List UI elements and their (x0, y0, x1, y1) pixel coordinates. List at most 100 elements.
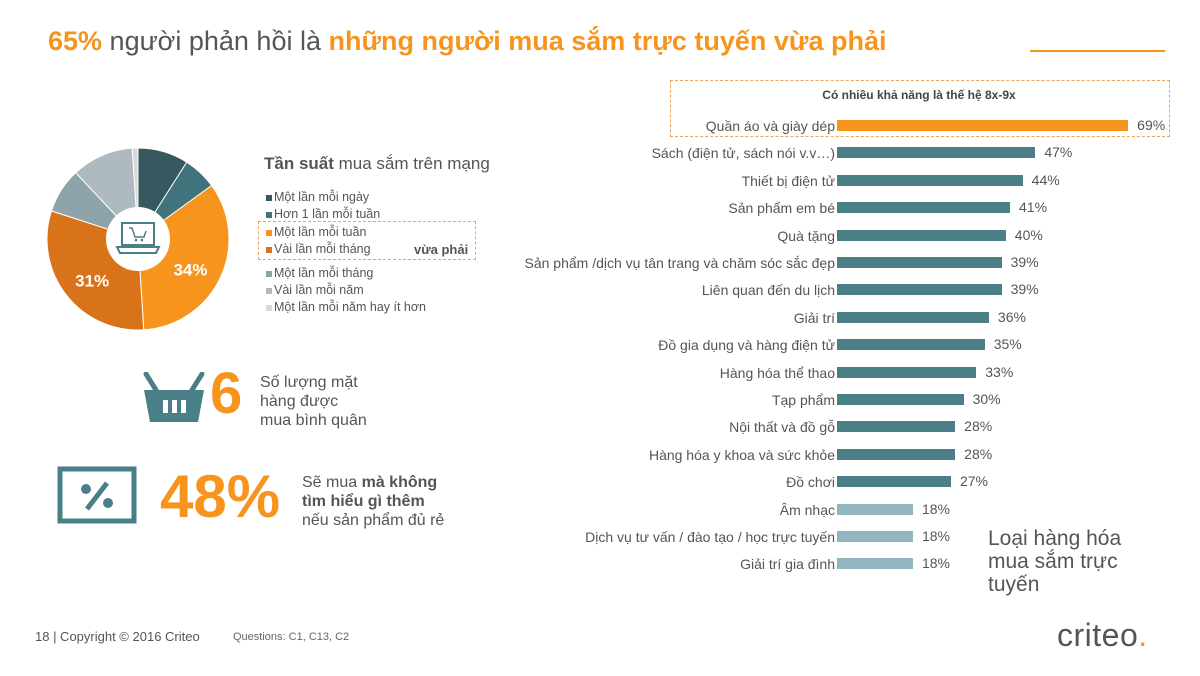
no-research-value: 48% (160, 463, 281, 530)
no-research-post: nếu sản phẩm đủ rẻ (302, 512, 445, 529)
bar-value-label: 36% (997, 308, 1026, 325)
bar (837, 120, 1129, 131)
bar-category-label: Sản phẩm em bé (728, 200, 835, 217)
bar-category-label: Đồ chơi (786, 474, 835, 491)
bar-value-label: 40% (1014, 226, 1043, 243)
bar-category-label: Giải trí gia đình (740, 556, 835, 573)
footer-questions: Questions: C1, C13, C2 (233, 631, 350, 643)
bar (837, 476, 951, 488)
bar-title-line: mua sắm trực (988, 550, 1118, 573)
moderate-highlight-box (258, 221, 476, 260)
bar-value-label: 39% (1010, 281, 1039, 298)
bar-value-label: 39% (1010, 254, 1039, 270)
legend-item: Vài lần mỗi tháng (266, 242, 371, 256)
bar (837, 531, 913, 542)
bar-category-label: Quần áo và giày dép (705, 118, 835, 134)
bar-value-label: 18% (921, 500, 950, 517)
bar-category-label: Thiết bị điện tử (741, 172, 835, 189)
legend-swatch (266, 247, 272, 253)
legend-swatch (266, 212, 272, 218)
logo-dot: . (1138, 617, 1148, 653)
moderate-label: vừa phải (414, 242, 469, 257)
pie-slice-label: 34% (173, 261, 207, 280)
title-pct: 65% (48, 26, 103, 56)
legend-label: Vài lần mỗi tháng (274, 242, 371, 256)
bar (837, 202, 1011, 214)
avg-items-value: 6 (210, 361, 243, 426)
legend-label: Một lần mỗi tháng (274, 266, 374, 280)
legend-item: Một lần mỗi ngày (266, 190, 369, 204)
bar (837, 421, 956, 433)
no-research-pre: Sẽ mua (302, 474, 362, 491)
bar (837, 311, 989, 323)
pie-slice-label: 31% (75, 272, 109, 291)
bar (837, 366, 977, 378)
bar-category-label: Giải trí (793, 309, 835, 326)
criteo-logo: criteo. (1057, 617, 1148, 654)
bar (837, 257, 1002, 268)
legend-label: Một lần mỗi năm hay ít hơn (274, 300, 427, 314)
legend-label: Một lần mỗi ngày (274, 190, 370, 204)
bar-category-label: Hàng hóa y khoa và sức khỏe (648, 446, 835, 463)
bar-category-label: Dịch vụ tư vấn / đào tạo / học trực tuyế… (585, 529, 835, 545)
no-research-text: Sẽ mua mà không tìm hiểu gì thêm nếu sản p… (302, 473, 444, 530)
bar (837, 284, 1002, 296)
pie-title: Tần suất mua sắm trên mạng (264, 154, 490, 174)
laptop-cart-icon (115, 222, 161, 254)
legend-swatch (266, 230, 272, 236)
no-research-bold: mà không (361, 474, 438, 491)
bar-category-label: Sách (điện tử, sách nói v.v…) (651, 145, 835, 162)
bar-category-label: Hàng hóa thể thao (719, 364, 835, 381)
bar-value-label: 30% (972, 391, 1001, 407)
bar-category-label: Tạp phẩm (771, 392, 835, 408)
legend-swatch (266, 288, 272, 294)
generation-label: Có nhiều khả năng là thế hệ 8x-9x (822, 88, 1016, 102)
bar (837, 503, 913, 515)
bar-value-label: 27% (959, 473, 988, 490)
bar-value-label: 18% (921, 555, 950, 572)
title-mid: người phản hồi là (102, 26, 329, 56)
bar-value-label: 28% (964, 418, 993, 435)
logo-text: criteo (1057, 617, 1139, 653)
legend-label: Hơn 1 lần mỗi tuần (274, 207, 381, 221)
frequency-pie-chart: 34% 31% (46, 147, 230, 331)
legend-item: Vài lần mỗi năm (266, 283, 364, 297)
generation-highlight-box (670, 80, 1170, 137)
bar (837, 147, 1036, 159)
legend-swatch (266, 305, 272, 311)
legend-label: Vài lần mỗi năm (274, 283, 364, 297)
bar-chart-title: Loại hàng hóa mua sắm trực tuyến (988, 527, 1121, 596)
bar-category-label: Nội thất và đồ gỗ (729, 419, 835, 436)
bar-title-line: tuyến (988, 573, 1040, 596)
percent-tag-icon (57, 466, 137, 524)
bar-value-label: 47% (1044, 144, 1073, 161)
bar-category-label: Sản phẩm /dịch vụ tân trang và chăm sóc … (524, 255, 835, 271)
bar-value-label: 69% (1137, 117, 1166, 133)
bar-value-label: 18% (921, 528, 950, 544)
bar-category-label: Đồ gia dụng và hàng điện tử (658, 337, 835, 354)
bar-category-label: Liên quan đến du lịch (701, 282, 835, 299)
bar (837, 174, 1023, 186)
legend-swatch (266, 271, 272, 277)
avg-items-text: Số lượng mặt hàng được mua bình quân (260, 373, 367, 430)
legend-label: Một lần mỗi tuần (274, 225, 367, 239)
bar-value-label: 41% (1019, 199, 1048, 216)
bar-title-line: Loại hàng hóa (988, 527, 1122, 550)
pie-center (106, 207, 170, 271)
bar (837, 448, 956, 460)
pie-title-rest: mua sắm trên mạng (333, 154, 490, 173)
bar-value-label: 44% (1031, 171, 1060, 188)
avg-items-line: mua bình quân (260, 412, 367, 429)
legend-item: Một lần mỗi năm hay ít hơn (266, 300, 426, 314)
slide-title: 65% người phản hồi là những người mua sắ… (48, 26, 886, 57)
bar (837, 558, 913, 570)
basket-icon (143, 372, 205, 422)
legend-item: Hơn 1 lần mỗi tuần (266, 207, 380, 221)
no-research-bold: tìm hiểu gì thêm (302, 493, 425, 510)
legend-item: Một lần mỗi tháng (266, 266, 373, 280)
legend-item: Một lần mỗi tuần (266, 225, 366, 239)
bar (837, 229, 1006, 241)
bar (837, 394, 964, 405)
legend-swatch (266, 195, 272, 201)
footer-copyright: 18 | Copyright © 2016 Criteo (35, 629, 200, 644)
